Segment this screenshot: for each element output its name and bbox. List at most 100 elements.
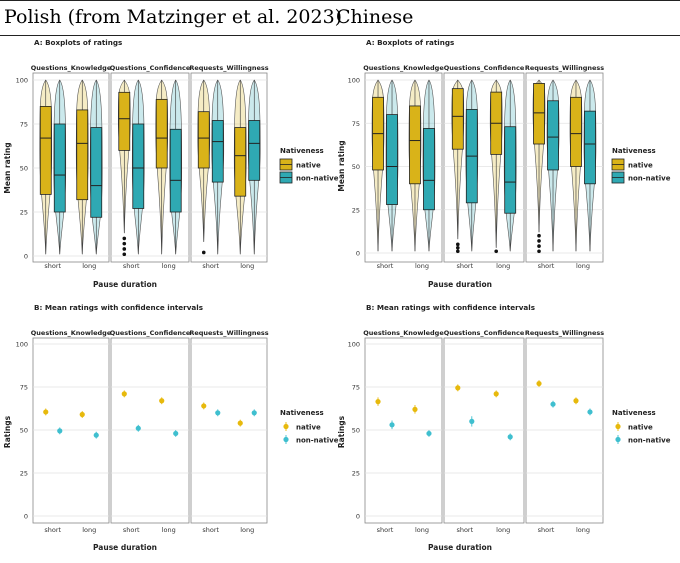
- x-tick-label: short: [377, 526, 394, 534]
- y-tick-label: 0: [24, 513, 28, 521]
- x-tick-label: long: [82, 526, 96, 534]
- legend: Nativeness native non-native: [612, 409, 671, 445]
- mean-point: [173, 430, 179, 437]
- x-tick-label: long: [240, 526, 254, 534]
- facet-strip: [111, 62, 189, 73]
- x-tick-label: long: [496, 526, 510, 534]
- panel-frame: [525, 337, 604, 524]
- x-tick-label: short: [123, 526, 140, 534]
- mean-point: [389, 422, 395, 428]
- facet-strip: [191, 62, 267, 73]
- chinese-means: B: Mean ratings with confidence interval…: [337, 303, 671, 552]
- box-iqr: [386, 114, 398, 205]
- legend-title: Nativeness: [280, 147, 324, 155]
- x-tick-label: long: [82, 262, 96, 270]
- mean-point: [121, 391, 127, 397]
- mean-point: [469, 418, 475, 424]
- x-tick-label: short: [538, 526, 555, 534]
- legend-label: native: [628, 162, 653, 170]
- box-iqr: [53, 123, 66, 213]
- legend-title: Nativeness: [280, 409, 324, 417]
- mean-point: [159, 398, 165, 404]
- box-iqr: [197, 111, 210, 169]
- box-iqr: [76, 109, 89, 201]
- mean-point: [375, 399, 381, 405]
- outlier-point: [122, 241, 127, 246]
- mean-point: [493, 391, 499, 397]
- box-iqr: [132, 123, 145, 209]
- facet-strip: [33, 328, 109, 338]
- y-tick-label: 50: [352, 163, 360, 171]
- box-iqr: [423, 128, 435, 211]
- chart-subtitle: B: Mean ratings with confidence interval…: [366, 303, 535, 312]
- mean-point: [426, 430, 432, 437]
- box-iqr: [211, 120, 224, 183]
- outlier-point: [122, 252, 127, 257]
- legend-label: non-native: [296, 437, 339, 445]
- chart-subtitle: A: Boxplots of ratings: [366, 38, 454, 47]
- outlier-point: [537, 239, 541, 243]
- x-tick-label: short: [377, 262, 394, 270]
- legend-label: non-native: [296, 175, 339, 183]
- outlier-point: [456, 249, 460, 254]
- facet-title: Requests_Willingness: [525, 64, 604, 72]
- panel-frame: [364, 337, 443, 524]
- panel-frame: [190, 337, 268, 524]
- box-iqr: [118, 91, 131, 151]
- box-iqr: [155, 98, 168, 169]
- outlier-point: [122, 247, 127, 251]
- y-tick-label: 100: [16, 341, 28, 349]
- x-tick-label: long: [415, 262, 429, 270]
- x-tick-label: short: [456, 526, 473, 534]
- y-tick-label: 50: [352, 427, 360, 435]
- chart-subtitle: A: Boxplots of ratings: [34, 38, 122, 47]
- outlier-point: [122, 236, 127, 241]
- y-axis-label: Ratings: [3, 415, 12, 448]
- y-tick-label: 100: [348, 77, 360, 85]
- box-iqr: [504, 126, 517, 214]
- outlier-point: [494, 249, 499, 254]
- outlier-point: [537, 249, 541, 254]
- box-iqr: [584, 110, 596, 185]
- facet-title: Questions_Confidence: [444, 329, 525, 337]
- x-tick-label: short: [202, 262, 219, 270]
- facet-strip: [111, 328, 189, 338]
- legend: Nativeness native non-native: [611, 147, 671, 184]
- mean-point: [251, 410, 257, 416]
- mean-point: [455, 385, 461, 391]
- y-tick-label: 0: [356, 250, 360, 258]
- legend-key: [283, 423, 289, 430]
- polish-means: B: Mean ratings with confidence interval…: [3, 303, 339, 552]
- mean-point: [57, 428, 63, 434]
- outlier-point: [456, 242, 460, 247]
- y-tick-label: 0: [24, 253, 28, 261]
- y-tick-label: 75: [352, 384, 360, 392]
- facet-title: Questions_Confidence: [110, 64, 191, 72]
- legend: Nativeness native non-native: [279, 147, 339, 184]
- facet-title: Requests_Willingness: [189, 329, 268, 337]
- legend-title: Nativeness: [612, 147, 656, 155]
- box-iqr: [409, 105, 421, 185]
- x-tick-label: long: [162, 262, 176, 270]
- y-tick-label: 100: [348, 341, 360, 349]
- legend-title: Nativeness: [612, 409, 656, 417]
- header-bar: Polish (from Matzinger et al. 2023) Chin…: [0, 0, 680, 36]
- polish-boxplots: A: Boxplots of ratings Mean rating Pause d…: [3, 38, 339, 289]
- facet-title: Requests_Willingness: [525, 329, 604, 337]
- y-tick-label: 75: [20, 384, 28, 392]
- box-iqr: [169, 128, 182, 213]
- mean-point: [573, 398, 579, 404]
- x-axis-label: Pause duration: [428, 280, 492, 289]
- legend-label: non-native: [628, 437, 671, 445]
- box-iqr: [570, 96, 582, 167]
- y-tick-label: 25: [20, 470, 28, 478]
- x-tick-label: long: [576, 526, 590, 534]
- legend: Nativeness native non-native: [280, 409, 339, 445]
- facet-strip: [526, 328, 603, 338]
- facet-title: Questions_Knowledge: [31, 329, 112, 337]
